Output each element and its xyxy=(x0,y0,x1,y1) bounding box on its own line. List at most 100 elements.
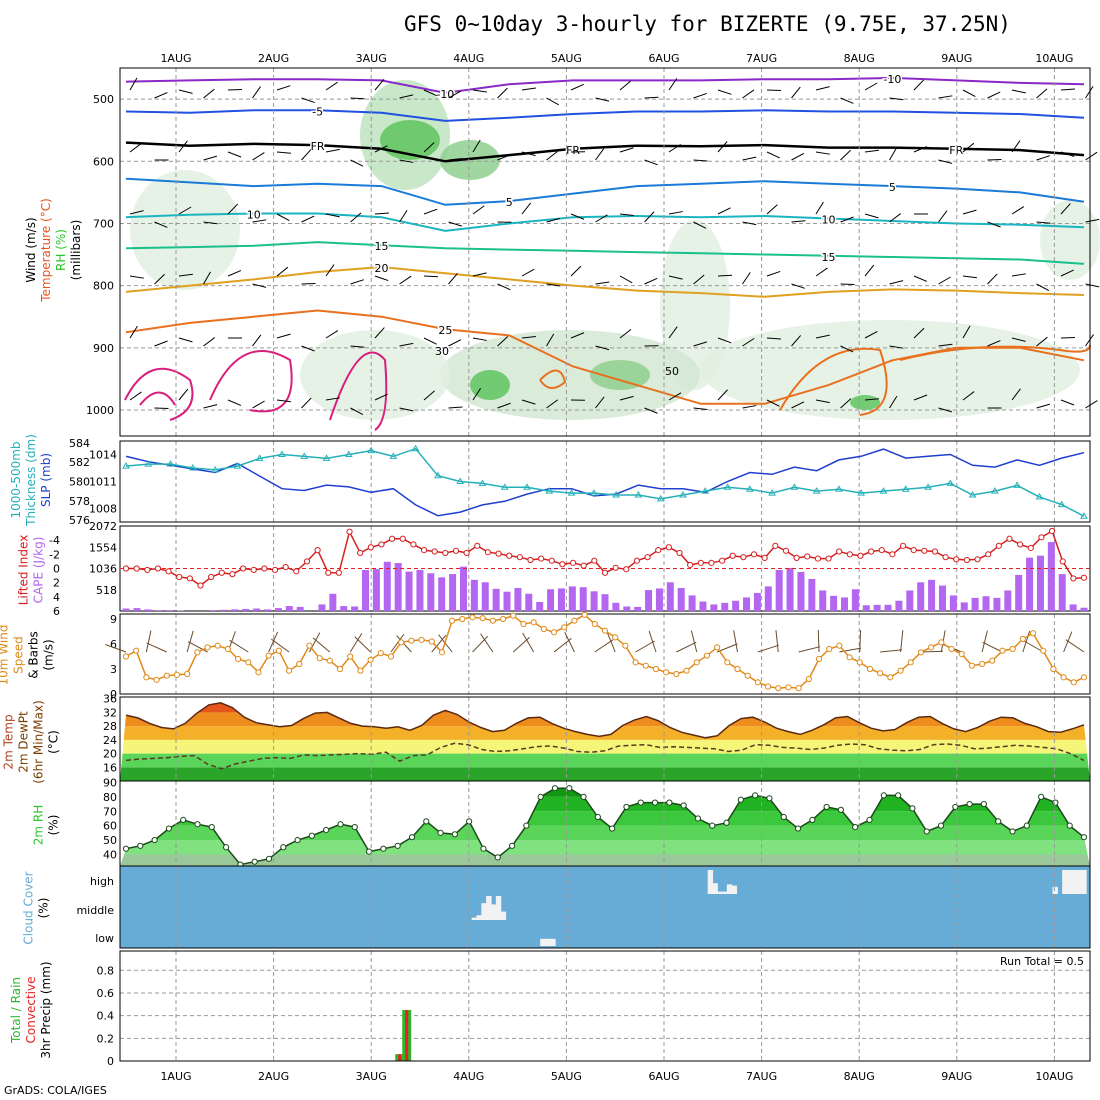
cloud-low-bar xyxy=(540,938,546,946)
rh-series-point xyxy=(137,842,144,849)
cape-bar xyxy=(928,579,936,611)
wind-barb xyxy=(448,272,458,285)
wind-barb xyxy=(644,211,655,223)
wind10-series-point xyxy=(377,650,384,657)
cloud-high-bar xyxy=(712,883,718,894)
rh-series-point xyxy=(880,792,887,799)
wind-barb xyxy=(178,140,188,153)
cape-bar xyxy=(253,608,261,611)
wind-barb xyxy=(693,159,708,162)
temperature-contour-25 xyxy=(779,347,888,416)
cape-bar xyxy=(525,593,533,611)
wind10-barb xyxy=(268,631,279,653)
cape-bar xyxy=(797,572,805,611)
wind10-barb xyxy=(431,634,447,653)
cape-bar xyxy=(481,582,489,611)
cloud-middle-bar xyxy=(481,903,487,920)
wind10-barb xyxy=(859,629,862,653)
cloud-high-bar xyxy=(722,891,728,894)
wind-barb xyxy=(276,266,289,277)
thickness-series-point xyxy=(545,487,554,494)
rh-tick-label: 70 xyxy=(103,805,117,818)
wind-barb xyxy=(717,389,728,401)
wind10-barb xyxy=(757,644,779,653)
wind10-series-point xyxy=(663,669,670,676)
rh-shading xyxy=(660,220,730,390)
wind-barb xyxy=(717,89,732,95)
wind-barb xyxy=(129,325,138,339)
isotherm-label: 5 xyxy=(506,196,513,209)
cape-bar xyxy=(753,592,761,611)
rh-series-point xyxy=(294,836,301,844)
wind-barb xyxy=(962,391,975,401)
wind-barb xyxy=(1085,151,1098,161)
wind10-series-point xyxy=(561,624,568,631)
wind-barb xyxy=(766,151,780,159)
rh-series-point xyxy=(766,795,773,802)
isotherm-5 xyxy=(125,177,1085,206)
rh-series-point xyxy=(208,824,215,831)
wind-barb xyxy=(1036,336,1048,347)
li-series-point xyxy=(335,569,342,576)
li-series-point xyxy=(176,573,183,581)
x-tick-label-bottom: 8AUG xyxy=(844,1070,875,1083)
wind10-series-point xyxy=(866,665,874,673)
wind-barb xyxy=(472,337,487,341)
wind-barb xyxy=(791,86,801,99)
li-series-point xyxy=(601,569,609,576)
rh-series-point xyxy=(423,818,430,825)
rh-series-point xyxy=(280,844,287,851)
wind10-series-point xyxy=(795,685,802,692)
wind10-tick-label: 0 xyxy=(110,688,117,701)
wind-barb xyxy=(668,211,683,215)
li-series-point xyxy=(591,557,598,564)
wind10-barb xyxy=(390,633,405,653)
rh-series-point xyxy=(165,825,172,832)
cape-bar xyxy=(209,610,217,611)
thickness-series-point xyxy=(991,487,999,494)
slp-series xyxy=(125,448,1085,517)
cape-bar xyxy=(372,569,380,611)
cape-bar xyxy=(449,574,457,611)
wind10-barb xyxy=(187,641,208,653)
cape-bar xyxy=(851,589,859,611)
pressure-tick-label: 800 xyxy=(93,280,114,293)
wind10-series-point xyxy=(255,669,262,676)
li-series-point xyxy=(718,557,726,564)
wind10-series-point xyxy=(184,670,191,678)
thickness-series-point xyxy=(946,479,955,486)
wind10-panel-label-line: Speed xyxy=(12,636,26,674)
li-series-point xyxy=(474,542,481,549)
wind10-series-point xyxy=(163,672,170,679)
temperature-contour-25 xyxy=(539,369,567,389)
wind-barb xyxy=(668,275,683,280)
wind10-barb xyxy=(880,649,903,653)
li-series-point xyxy=(878,546,885,554)
wind-barb xyxy=(252,283,267,288)
li-tick-label: 0 xyxy=(53,563,60,576)
wind10-barb xyxy=(229,639,249,653)
wind10-series-point xyxy=(683,667,690,674)
rh-contour-label: 30 xyxy=(435,345,449,358)
rh-tick-label: 80 xyxy=(103,791,117,804)
temp-band xyxy=(120,739,1090,754)
thickness-series-point xyxy=(478,479,487,486)
wind-barb xyxy=(178,273,193,277)
thickness-series-point xyxy=(144,460,153,467)
wind10-series-point xyxy=(245,659,252,666)
wind-barb xyxy=(399,94,414,99)
rh-series-point xyxy=(265,855,273,862)
wind10-barb xyxy=(839,647,862,653)
li-series-point xyxy=(836,548,843,555)
rh-tick-label: 60 xyxy=(103,820,117,833)
x-tick-label-top: 1AUG xyxy=(160,52,191,65)
li-series-point xyxy=(697,559,704,566)
rh-tick-label: 90 xyxy=(103,776,117,789)
wind-barb xyxy=(521,151,536,157)
thickness-series-point xyxy=(723,483,732,490)
cape-bar xyxy=(405,571,413,611)
rh-series-point xyxy=(852,824,859,831)
cape-bar xyxy=(982,596,990,611)
wind-barb xyxy=(350,159,364,167)
wind10-series-point xyxy=(917,649,925,656)
